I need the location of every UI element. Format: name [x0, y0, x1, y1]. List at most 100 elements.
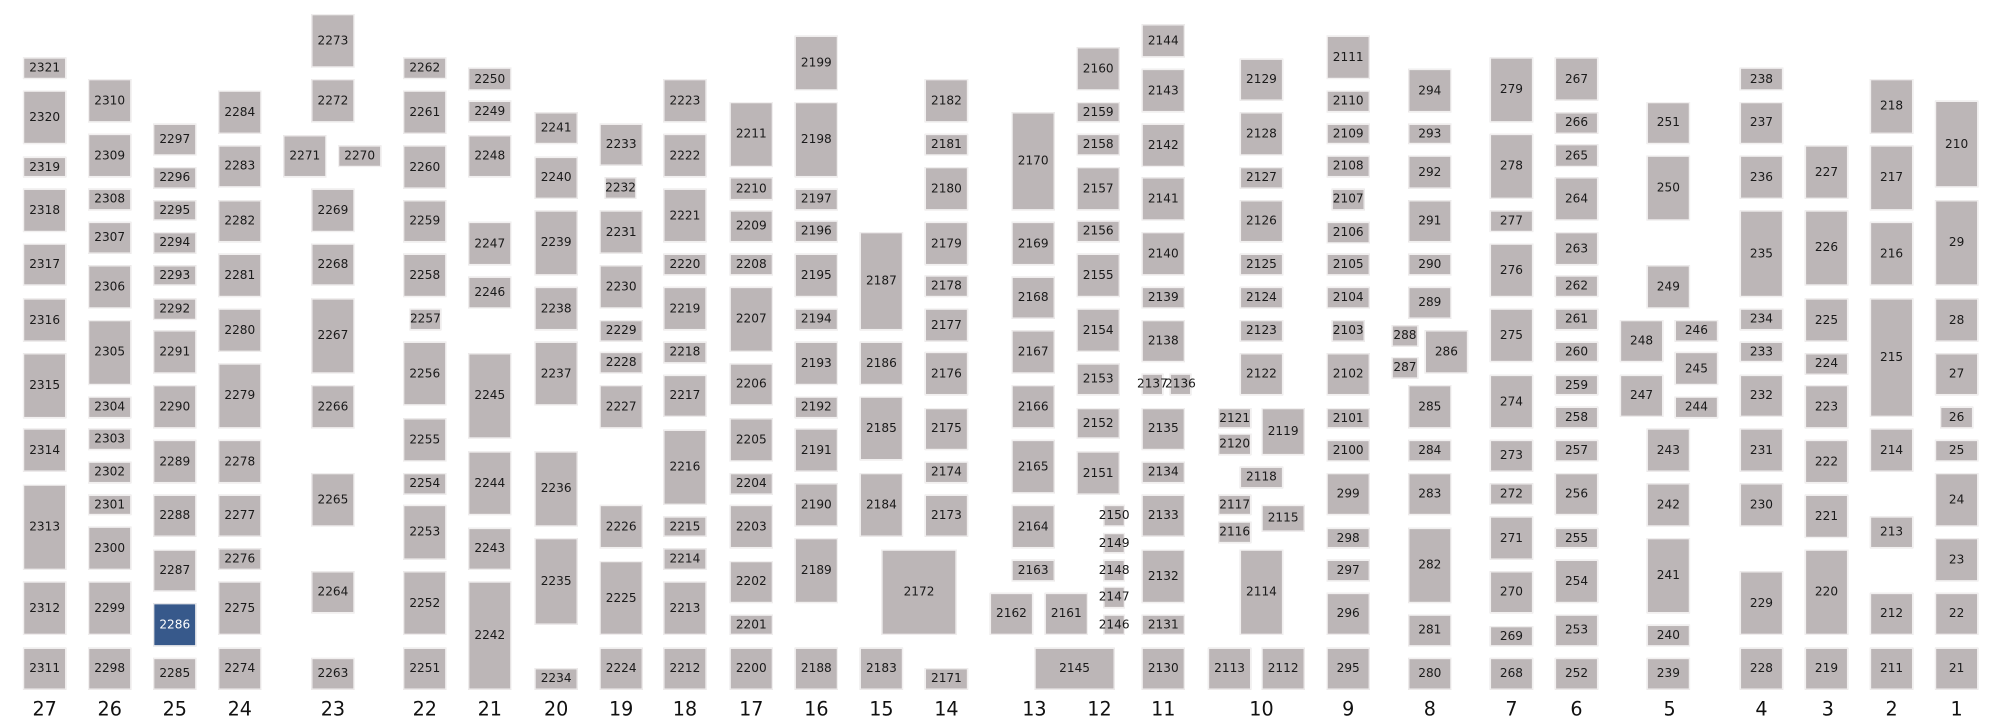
slot[interactable]: 2165 — [1011, 439, 1055, 494]
slot[interactable]: 2150 — [1099, 504, 1130, 527]
slot[interactable]: 2319 — [22, 156, 67, 178]
slot[interactable]: 2278 — [218, 439, 262, 484]
slot[interactable]: 2201 — [729, 614, 773, 635]
slot[interactable]: 2175 — [924, 408, 969, 451]
slot[interactable]: 2117 — [1218, 494, 1252, 516]
slot[interactable]: 2102 — [1326, 353, 1370, 396]
slot[interactable]: 2309 — [88, 133, 132, 178]
slot[interactable]: 2253 — [403, 504, 447, 560]
slot[interactable]: 2188 — [794, 647, 839, 690]
slot[interactable]: 2148 — [1099, 559, 1130, 582]
slot[interactable]: 2112 — [1261, 647, 1305, 690]
slot[interactable]: 228 — [1739, 647, 1784, 690]
slot[interactable]: 2224 — [599, 647, 643, 690]
slot[interactable]: 230 — [1739, 483, 1784, 527]
slot[interactable]: 270 — [1489, 571, 1534, 614]
slot[interactable]: 2208 — [729, 253, 773, 276]
slot[interactable]: 265 — [1554, 144, 1599, 168]
slot[interactable]: 2139 — [1141, 286, 1185, 309]
slot[interactable]: 271 — [1489, 516, 1534, 560]
slot[interactable]: 257 — [1554, 439, 1599, 462]
slot[interactable]: 2294 — [153, 232, 197, 254]
slot[interactable]: 2183 — [859, 647, 904, 690]
slot[interactable]: 2140 — [1141, 232, 1185, 276]
slot[interactable]: 276 — [1489, 243, 1534, 298]
slot[interactable]: 263 — [1554, 232, 1599, 266]
slot[interactable]: 2307 — [88, 221, 132, 254]
slot[interactable]: 2116 — [1218, 521, 1252, 544]
slot[interactable]: 2204 — [729, 473, 773, 495]
slot[interactable]: 2176 — [924, 351, 969, 396]
slot[interactable]: 2209 — [729, 210, 773, 243]
slot[interactable]: 2281 — [218, 253, 262, 298]
slot[interactable]: 2137 — [1137, 373, 1168, 396]
slot[interactable]: 2196 — [794, 220, 839, 243]
slot[interactable]: 2317 — [22, 243, 67, 286]
slot[interactable]: 227 — [1804, 145, 1849, 199]
slot[interactable]: 226 — [1804, 210, 1849, 286]
slot[interactable]: 2219 — [663, 286, 707, 331]
slot[interactable]: 28 — [1934, 298, 1979, 342]
slot[interactable]: 2179 — [924, 221, 969, 266]
slot[interactable]: 2241 — [534, 112, 578, 145]
slot[interactable]: 2244 — [468, 451, 512, 516]
slot-selected[interactable]: 2286 — [153, 603, 197, 647]
slot[interactable]: 2267 — [311, 298, 355, 374]
slot[interactable]: 210 — [1934, 100, 1979, 188]
slot[interactable]: 2268 — [311, 243, 355, 286]
slot[interactable]: 296 — [1326, 592, 1370, 635]
slot[interactable]: 2297 — [153, 123, 197, 156]
slot[interactable]: 2266 — [311, 385, 355, 429]
slot[interactable]: 2181 — [924, 133, 969, 156]
slot[interactable]: 242 — [1646, 483, 1691, 527]
slot[interactable]: 2120 — [1218, 433, 1252, 456]
slot[interactable]: 295 — [1326, 647, 1370, 690]
slot[interactable]: 2264 — [311, 571, 355, 614]
slot[interactable]: 2128 — [1239, 112, 1284, 156]
slot[interactable]: 2134 — [1141, 461, 1185, 484]
slot[interactable]: 2182 — [924, 79, 969, 123]
slot[interactable]: 2293 — [153, 265, 197, 286]
slot[interactable]: 2222 — [663, 133, 707, 178]
slot[interactable]: 289 — [1408, 286, 1452, 319]
slot[interactable]: 2199 — [794, 35, 839, 91]
slot[interactable]: 2304 — [88, 396, 132, 419]
slot[interactable]: 2127 — [1239, 167, 1284, 189]
slot[interactable]: 2302 — [88, 461, 132, 484]
slot[interactable]: 2275 — [218, 581, 262, 635]
slot[interactable]: 2202 — [729, 561, 773, 604]
slot[interactable]: 2171 — [924, 668, 969, 690]
slot[interactable]: 214 — [1869, 428, 1914, 472]
slot[interactable]: 2106 — [1326, 221, 1370, 244]
slot[interactable]: 27 — [1934, 353, 1979, 396]
slot[interactable]: 2251 — [403, 647, 447, 690]
slot[interactable]: 275 — [1489, 308, 1534, 363]
slot[interactable]: 212 — [1869, 592, 1914, 635]
slot[interactable]: 272 — [1489, 483, 1534, 505]
slot[interactable]: 21 — [1934, 647, 1979, 690]
slot[interactable]: 2272 — [311, 79, 355, 123]
slot[interactable]: 2239 — [534, 210, 578, 276]
slot[interactable]: 258 — [1554, 406, 1599, 429]
slot[interactable]: 2245 — [468, 353, 512, 439]
slot[interactable]: 2315 — [22, 353, 67, 419]
slot[interactable]: 234 — [1739, 308, 1784, 331]
slot[interactable]: 2161 — [1044, 592, 1089, 635]
slot[interactable]: 256 — [1554, 473, 1599, 516]
slot[interactable]: 293 — [1408, 123, 1452, 145]
slot[interactable]: 29 — [1934, 200, 1979, 286]
slot[interactable]: 2178 — [924, 275, 969, 298]
slot[interactable]: 269 — [1489, 626, 1534, 647]
slot[interactable]: 2132 — [1141, 549, 1185, 604]
slot[interactable]: 243 — [1646, 428, 1691, 472]
slot[interactable]: 211 — [1869, 647, 1914, 690]
slot[interactable]: 2271 — [283, 135, 327, 178]
slot[interactable]: 2265 — [311, 473, 355, 527]
slot[interactable]: 2155 — [1076, 253, 1120, 298]
slot[interactable]: 2194 — [794, 308, 839, 331]
slot[interactable]: 249 — [1646, 265, 1691, 309]
slot[interactable]: 2153 — [1076, 363, 1120, 396]
slot[interactable]: 2157 — [1076, 167, 1120, 211]
slot[interactable]: 2103 — [1331, 320, 1365, 342]
slot[interactable]: 2279 — [218, 363, 262, 429]
